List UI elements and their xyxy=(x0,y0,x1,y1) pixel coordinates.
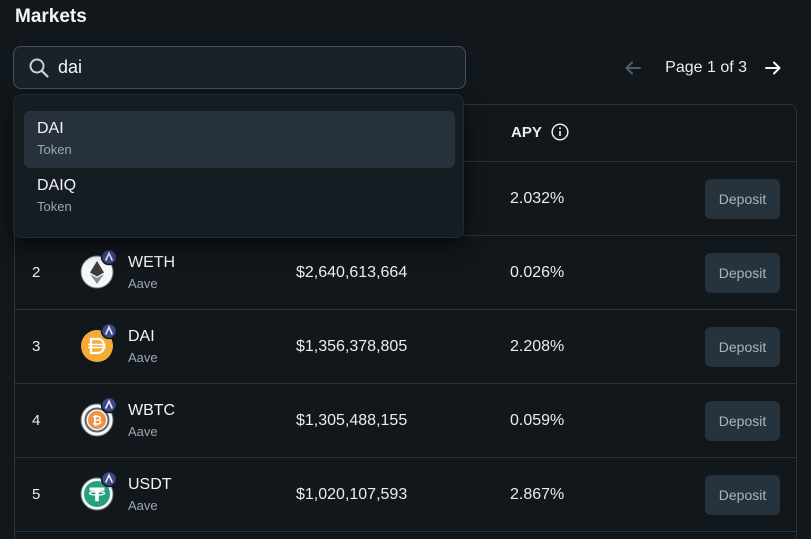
row-apy: 2.208% xyxy=(510,338,565,355)
table-row[interactable]: 3 DAI Aave $1,356,378,805 2.208% Deposit xyxy=(15,310,796,384)
row-apy: 2.032% xyxy=(510,190,565,207)
row-apy: 2.867% xyxy=(510,486,565,503)
svg-text:₿: ₿ xyxy=(92,414,102,428)
suggestion-type: Token xyxy=(37,199,72,214)
eth-icon xyxy=(79,249,118,290)
row-rank: 3 xyxy=(32,338,41,355)
arrow-right-icon xyxy=(765,61,781,75)
arrow-left-icon xyxy=(625,61,642,75)
asset-protocol: Aave xyxy=(128,350,158,365)
deposit-button[interactable]: Deposit xyxy=(705,327,780,367)
pagination: Page 1 of 3 xyxy=(617,52,789,84)
page-indicator: Page 1 of 3 xyxy=(665,59,747,76)
suggestion-item-daiq[interactable]: DAIQ Token xyxy=(24,168,455,225)
search-input[interactable] xyxy=(58,57,438,78)
row-tvl: $2,640,613,664 xyxy=(296,264,408,281)
deposit-button[interactable]: Deposit xyxy=(705,475,780,515)
search-suggestions-dropdown: DAI Token DAIQ Token xyxy=(13,94,464,238)
deposit-button[interactable]: Deposit xyxy=(705,401,780,441)
deposit-button[interactable]: Deposit xyxy=(705,179,780,219)
row-rank: 5 xyxy=(32,486,41,503)
row-tvl: $1,020,107,593 xyxy=(296,486,408,503)
asset-symbol: WETH xyxy=(128,254,176,271)
search-icon xyxy=(28,57,50,79)
suggestion-symbol: DAIQ xyxy=(37,177,77,194)
page-title: Markets xyxy=(15,6,87,27)
apy-column-header[interactable]: APY xyxy=(511,123,569,141)
suggestion-type: Token xyxy=(37,142,72,157)
asset-symbol: USDT xyxy=(128,476,172,493)
row-apy: 0.026% xyxy=(510,264,565,281)
asset-symbol: WBTC xyxy=(128,402,176,419)
search-box[interactable] xyxy=(13,46,466,89)
row-rank: 2 xyxy=(32,264,41,281)
asset-symbol: DAI xyxy=(128,328,155,345)
asset-protocol: Aave xyxy=(128,276,158,291)
usdt-icon xyxy=(79,471,118,512)
suggestion-item-dai[interactable]: DAI Token xyxy=(24,111,455,168)
dai-icon xyxy=(79,323,118,364)
table-row[interactable]: 4 ₿ WBTC Aave $1,305,488,155 0.059% Depo… xyxy=(15,384,796,458)
row-tvl: $1,356,378,805 xyxy=(296,338,408,355)
next-page-button[interactable] xyxy=(757,52,789,84)
table-row[interactable]: 5 USDT Aave $1,020,107,593 2.867% Deposi… xyxy=(15,458,796,532)
asset-protocol: Aave xyxy=(128,498,158,513)
suggestion-symbol: DAI xyxy=(37,120,64,137)
table-row[interactable]: 2 WETH Aave $2,640,613,664 0.026% Deposi… xyxy=(15,236,796,310)
asset-protocol: Aave xyxy=(128,424,158,439)
deposit-button[interactable]: Deposit xyxy=(705,253,780,293)
row-rank: 4 xyxy=(32,412,41,429)
info-icon[interactable] xyxy=(551,123,569,141)
prev-page-button[interactable] xyxy=(617,52,649,84)
btc-icon: ₿ xyxy=(79,397,118,438)
row-apy: 0.059% xyxy=(510,412,565,429)
row-tvl: $1,305,488,155 xyxy=(296,412,408,429)
